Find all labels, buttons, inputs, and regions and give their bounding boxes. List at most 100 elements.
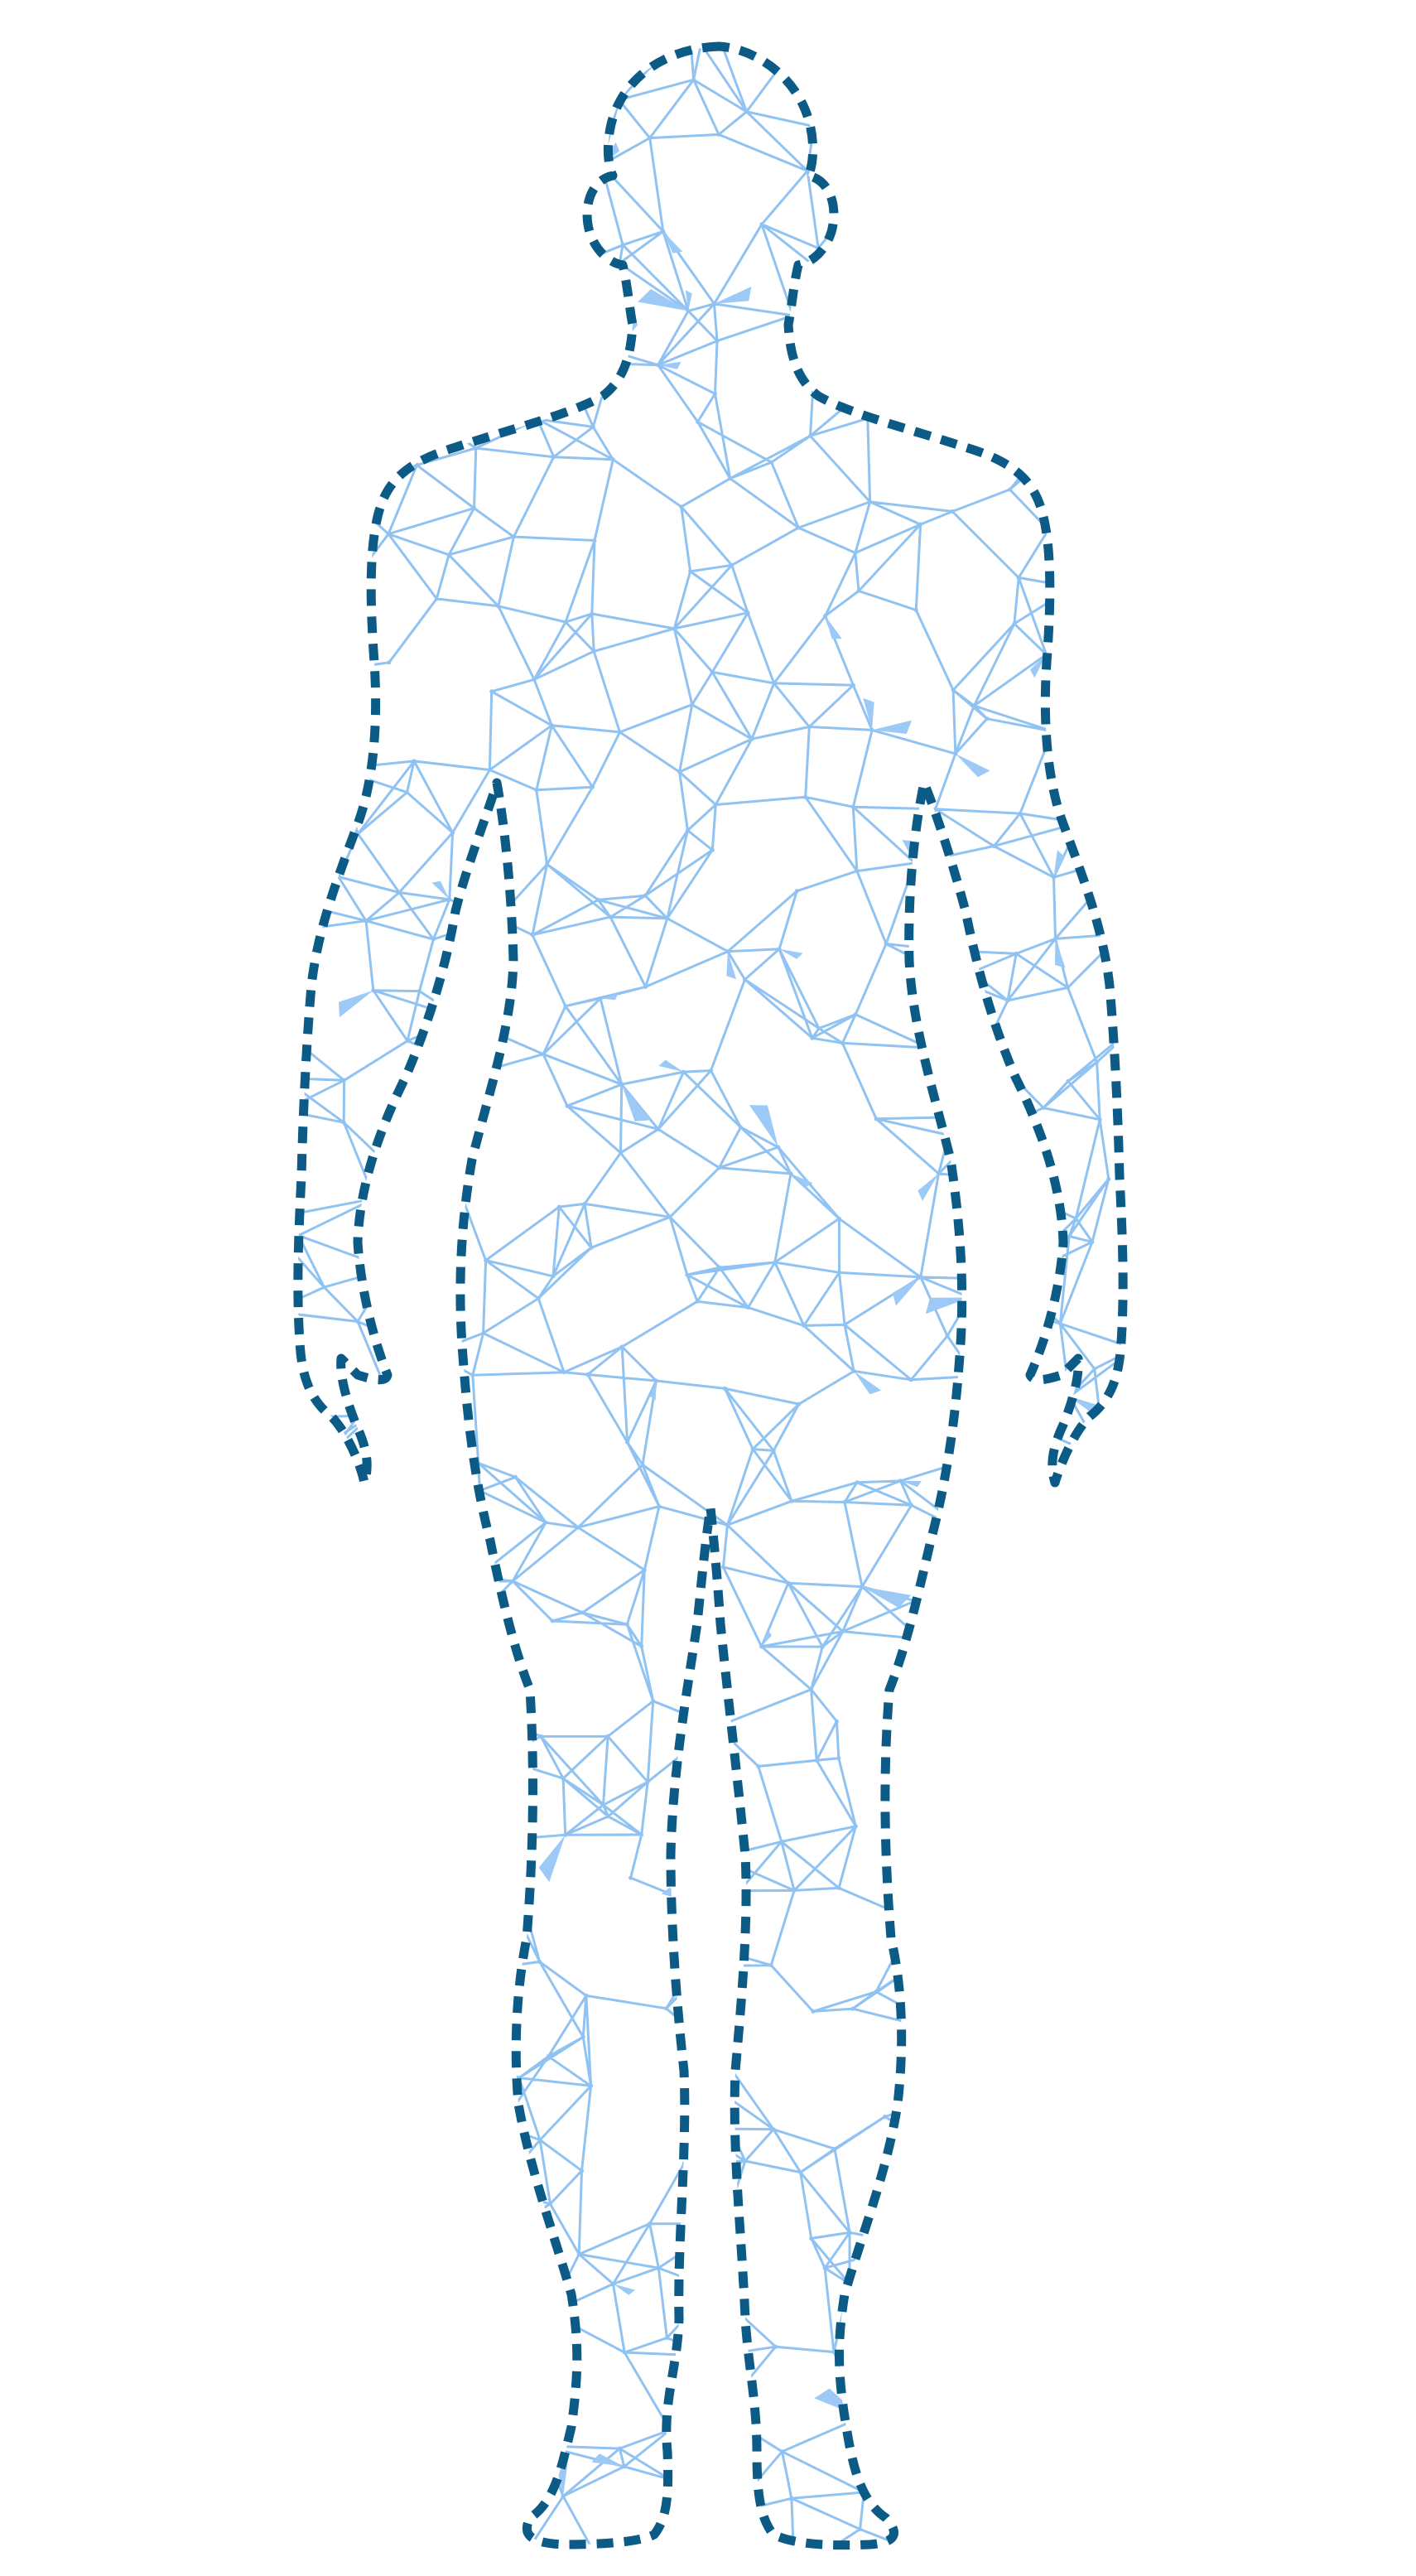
mesh-node — [888, 17, 892, 21]
mesh-node — [551, 1274, 556, 1279]
mesh-facet — [613, 2284, 635, 2295]
mesh-node — [516, 93, 521, 98]
mesh-node — [1130, 2316, 1134, 2320]
mesh-node — [1016, 575, 1021, 580]
mesh-node — [985, 716, 990, 721]
mesh-node — [994, 2217, 999, 2222]
mesh-node — [836, 1756, 841, 1761]
mesh-node — [357, 570, 362, 575]
mesh-node — [320, 412, 325, 417]
mesh-node — [303, 1617, 308, 1622]
mesh-node — [1144, 2400, 1148, 2405]
mesh-node — [937, 1712, 942, 1717]
mesh-node — [1012, 621, 1017, 626]
mesh-node — [768, 1963, 773, 1968]
mesh-node — [918, 1637, 923, 1642]
mesh-node — [822, 2265, 827, 2270]
mesh-node — [953, 347, 958, 352]
mesh-facet — [638, 289, 689, 311]
mesh-node — [1068, 351, 1073, 356]
mesh-node — [853, 551, 858, 555]
mesh-node — [1097, 1117, 1102, 1122]
mesh-node — [476, 37, 480, 41]
mesh-node — [305, 2038, 310, 2043]
mesh-facet — [297, 1449, 333, 1461]
mesh-node — [472, 506, 476, 510]
mesh-facet — [918, 1173, 939, 1201]
mesh-node — [645, 1779, 650, 1784]
mesh-node — [869, 727, 874, 732]
mesh-node — [744, 109, 749, 114]
mesh-node — [447, 897, 452, 902]
mesh-node — [523, 2363, 527, 2368]
mesh-node — [794, 889, 799, 894]
mesh-node — [696, 419, 701, 424]
mesh-node — [606, 1814, 610, 1819]
mesh-node — [592, 538, 597, 543]
mesh-node — [745, 610, 750, 615]
mesh-node — [1077, 1721, 1082, 1726]
mesh-facet — [538, 1835, 566, 1883]
mesh-node — [542, 2443, 546, 2448]
mesh-node — [450, 2361, 455, 2366]
mesh-node — [854, 200, 859, 205]
mesh-node — [816, 1026, 821, 1030]
mesh-node — [1052, 875, 1056, 880]
mesh-node — [1069, 1766, 1074, 1771]
mesh-node — [936, 422, 941, 427]
mesh-node — [282, 1076, 286, 1080]
mesh-node — [967, 1295, 972, 1300]
mesh-node — [510, 1579, 515, 1584]
mesh-node — [917, 1961, 921, 1966]
mesh-facet — [974, 1536, 994, 1568]
mesh-node — [445, 1972, 450, 1977]
mesh-node — [341, 1747, 346, 1751]
mesh-node — [335, 766, 339, 771]
mesh-node — [685, 1272, 690, 1277]
mesh-node — [926, 1045, 931, 1050]
mesh-node — [798, 2170, 803, 2175]
mesh-node — [1118, 2244, 1123, 2249]
mesh-node — [654, 1378, 658, 1383]
mesh-node — [973, 1373, 978, 1378]
mesh-node — [823, 614, 828, 619]
mesh-node — [640, 1463, 645, 1467]
mesh-node — [972, 1947, 977, 1952]
mesh-node — [511, 534, 516, 539]
mesh-node — [1110, 394, 1115, 399]
mesh-node — [810, 1035, 815, 1040]
mesh-node — [272, 1860, 276, 1864]
mesh-facet — [1136, 112, 1180, 126]
mesh-node — [1000, 46, 1005, 48]
body-dashed-outline — [293, 41, 1128, 2550]
mesh-node — [743, 2159, 748, 2164]
mesh-node — [591, 649, 596, 654]
mesh-node — [1147, 1012, 1151, 1016]
mesh-node — [750, 1447, 755, 1451]
mesh-node — [941, 2148, 946, 2153]
mesh-node — [496, 604, 501, 609]
mesh-node — [268, 656, 272, 660]
mesh-node — [971, 2495, 976, 2500]
mesh-node — [982, 1820, 987, 1825]
mesh-node — [681, 1069, 686, 1074]
mesh-node — [388, 1908, 393, 1913]
mesh-node — [719, 2553, 723, 2557]
mesh-node — [364, 1932, 368, 1937]
mesh-node — [1040, 1556, 1045, 1561]
mesh-node — [600, 2564, 604, 2569]
mesh-node — [547, 2310, 552, 2315]
mesh-node — [1103, 200, 1108, 205]
mesh-node — [648, 136, 653, 141]
mesh-node — [682, 2161, 686, 2166]
mesh-node — [720, 1949, 725, 1953]
mesh-node — [679, 504, 684, 509]
mesh-node — [474, 1575, 479, 1580]
mesh-node — [990, 1450, 995, 1455]
mesh-node — [368, 2122, 373, 2127]
mesh-node — [739, 1125, 743, 1130]
mesh-node — [975, 2436, 980, 2441]
mesh-node — [454, 1112, 459, 1117]
mesh-node — [335, 67, 340, 72]
mesh-node — [953, 977, 958, 982]
